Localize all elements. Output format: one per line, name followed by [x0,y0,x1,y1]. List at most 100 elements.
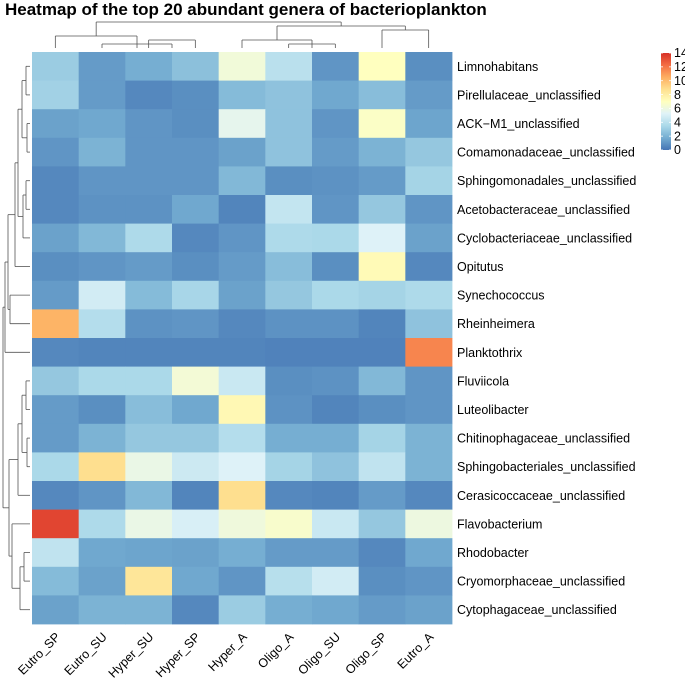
heatmap-cell [125,452,173,482]
legend-tick-label: 8 [674,88,681,102]
heatmap-cell [125,566,173,596]
heatmap-cell [32,280,80,310]
legend-tick-label: 2 [674,129,681,143]
legend-tick-label: 4 [674,115,681,129]
heatmap-cell [312,423,360,453]
legend-tick-label: 10 [674,74,685,88]
row-label: Fluviicola [457,374,509,388]
row-label: Limnohabitans [457,60,538,74]
heatmap-cell [32,395,80,425]
heatmap-cell [265,309,313,339]
heatmap-cell [265,423,313,453]
heatmap-cell [32,252,80,282]
heatmap-cell [172,80,220,110]
heatmap-cell [172,423,220,453]
heatmap-cell [125,80,173,110]
heatmap-cell [265,509,313,539]
column-label: Eutro_A [395,629,437,671]
heatmap-cell [405,538,453,568]
heatmap-cell [78,223,126,253]
heatmap-cell [218,309,266,339]
heatmap-cell [78,166,126,196]
heatmap-cell [125,309,173,339]
heatmap-cell [405,195,453,224]
heatmap-cell [172,309,220,339]
heatmap-cell [32,338,80,367]
heatmap-cell [32,195,80,224]
heatmap-cell [125,252,173,282]
heatmap-cell [312,52,360,81]
heatmap-cell [125,509,173,539]
heatmap-cell [78,109,126,139]
row-label: Comamonadaceae_unclassified [457,146,635,160]
heatmap-cell [218,509,266,539]
heatmap-cell [172,195,220,224]
legend-tick-label: 6 [674,102,681,116]
heatmap-cell [265,481,313,510]
heatmap-cell [78,509,126,539]
heatmap-cell [358,595,406,625]
heatmap-cell [125,109,173,139]
heatmap-cell [172,252,220,282]
heatmap-cell [218,366,266,396]
heatmap-cell [312,538,360,568]
heatmap-cell [218,538,266,568]
heatmap-cell [125,538,173,568]
heatmap-cell [218,52,266,81]
heatmap-cell [218,338,266,367]
heatmap-cell [358,452,406,482]
heatmap-cell [405,223,453,253]
heatmap-cell [218,280,266,310]
heatmap-cell [218,595,266,625]
heatmap-cells [32,52,453,625]
heatmap-cell [172,366,220,396]
heatmap-cell [265,166,313,196]
heatmap-cell [218,166,266,196]
heatmap-cell [405,595,453,625]
heatmap-cell [78,280,126,310]
heatmap-cell [312,481,360,510]
column-label: Eutro_SU [62,630,110,678]
heatmap-cell [218,195,266,224]
heatmap-cell [32,481,80,510]
heatmap-cell [405,109,453,139]
column-label: Oligo_SP [343,630,390,677]
heatmap-cell [172,481,220,510]
heatmap-cell [312,223,360,253]
heatmap-cell [358,309,406,339]
heatmap-cell [78,595,126,625]
heatmap-cell [312,338,360,367]
heatmap-cell [78,538,126,568]
heatmap-cell [32,109,80,139]
row-label: Cytophagaceae_unclassified [457,603,617,617]
heatmap-cell [405,137,453,167]
heatmap-cell [125,338,173,367]
heatmap-cell [358,109,406,139]
heatmap-cell [405,280,453,310]
heatmap-cell [78,52,126,81]
heatmap-cell [172,395,220,425]
heatmap-cell [125,195,173,224]
heatmap-cell [358,52,406,81]
heatmap-cell [32,452,80,482]
heatmap-cell [78,80,126,110]
heatmap-cell [172,338,220,367]
heatmap-cell [32,309,80,339]
heatmap-cell [265,338,313,367]
heatmap-cell [78,309,126,339]
heatmap-cell [358,509,406,539]
heatmap-cell [358,538,406,568]
heatmap-cell [358,80,406,110]
heatmap-cell [172,595,220,625]
heatmap-cell [78,566,126,596]
heatmap-cell [218,452,266,482]
heatmap-cell [312,280,360,310]
heatmap-cell [125,395,173,425]
heatmap-cell [172,109,220,139]
heatmap-cell [125,366,173,396]
row-label: Flavobacterium [457,517,542,531]
row-label: Planktothrix [457,346,523,360]
heatmap-cell [125,595,173,625]
legend-tick-label: 0 [674,143,681,157]
